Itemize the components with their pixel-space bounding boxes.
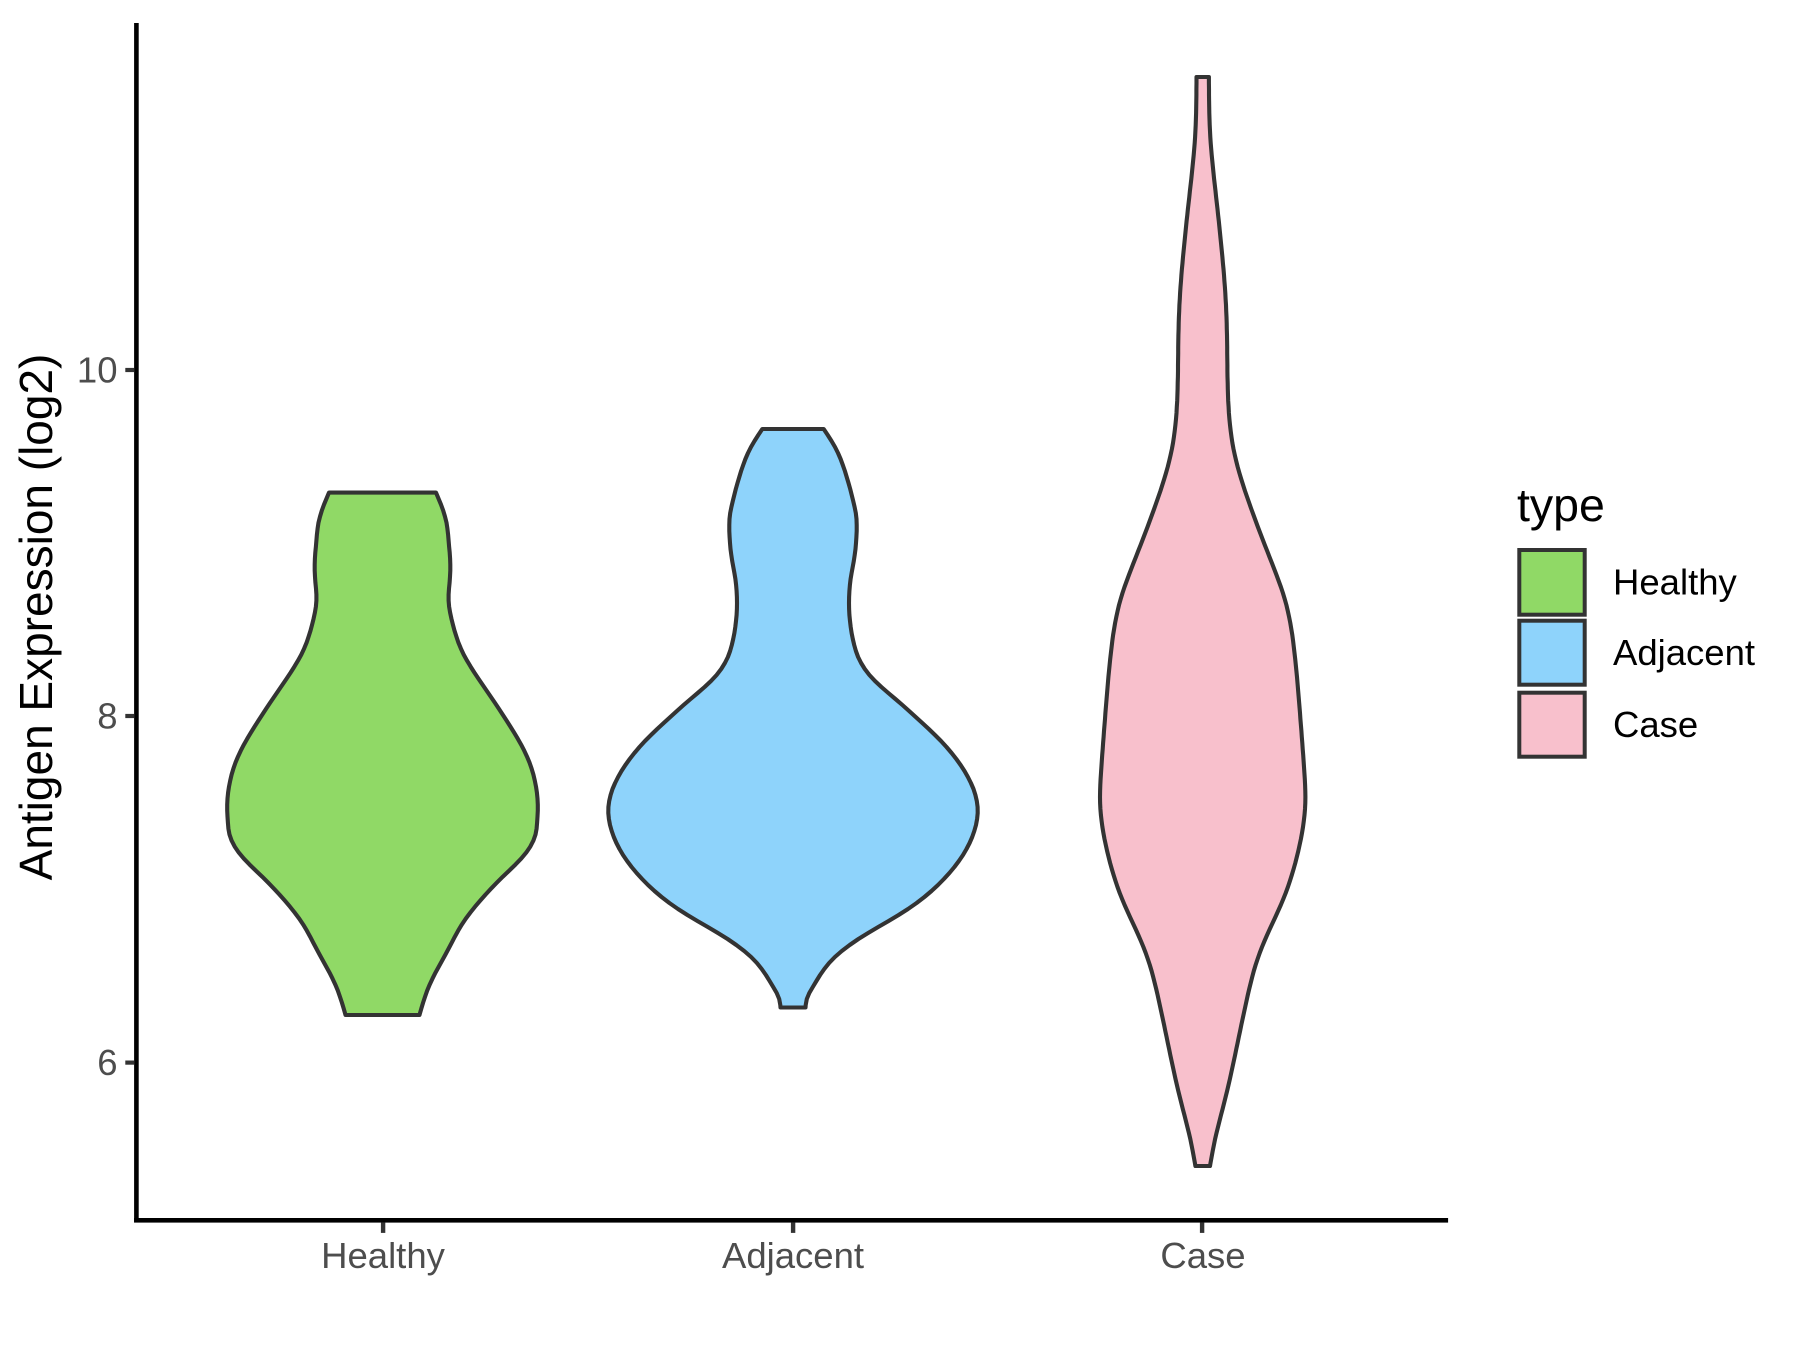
svg-text:Case: Case [1613,704,1698,745]
svg-text:Antigen Expression (log2): Antigen Expression (log2) [10,354,62,881]
svg-text:Healthy: Healthy [1613,562,1738,603]
svg-text:Adjacent: Adjacent [722,1235,864,1276]
svg-text:Healthy: Healthy [321,1235,446,1276]
svg-text:8: 8 [97,696,117,737]
svg-text:Adjacent: Adjacent [1613,632,1755,673]
svg-text:10: 10 [77,350,118,391]
svg-text:6: 6 [97,1042,117,1083]
svg-text:type: type [1517,479,1605,531]
svg-text:Case: Case [1160,1235,1245,1276]
